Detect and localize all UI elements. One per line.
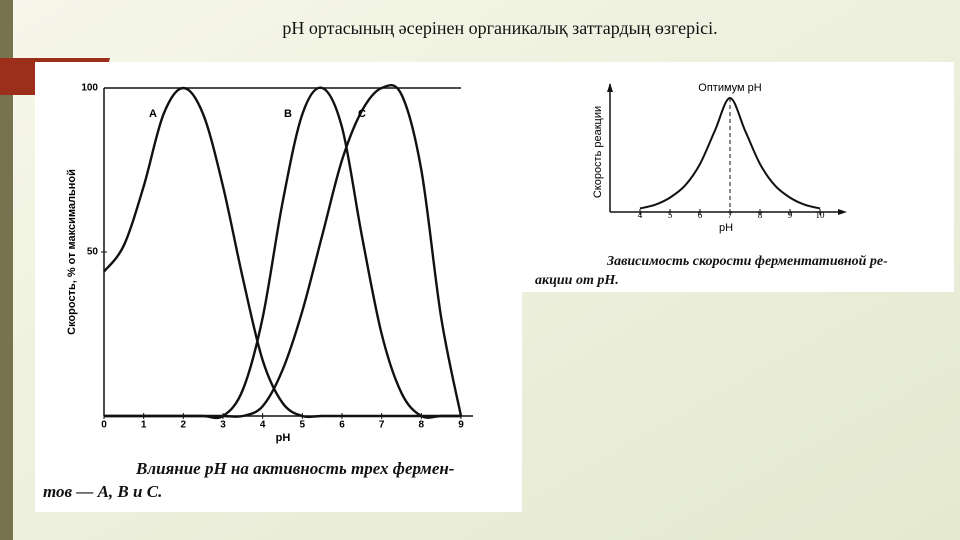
x-tick-label: 9 (458, 420, 464, 431)
annotation: Оптимум pH (698, 82, 761, 94)
x-tick-label: 8 (419, 420, 425, 431)
x-tick-label: 9 (788, 210, 793, 220)
x-tick-label: 5 (300, 420, 306, 431)
caption: тов — A, B и C. (43, 482, 162, 501)
y-axis-label: Скорость, % от максимальной (66, 169, 78, 335)
x-tick-label: 10 (816, 210, 826, 220)
x-tick-label: 5 (668, 210, 673, 220)
y-arrow (607, 83, 613, 92)
curve (103, 83, 463, 418)
side-strip (0, 0, 13, 540)
x-tick-label: 7 (379, 420, 385, 431)
x-tick-label: 0 (101, 420, 107, 431)
x-tick-label: 1 (141, 420, 147, 431)
x-axis-label: pH (276, 432, 291, 444)
x-tick-label: 8 (758, 210, 763, 220)
x-tick-label: 3 (220, 420, 226, 431)
caption: акции от pH. (535, 273, 619, 288)
x-tick-label: 7 (728, 210, 733, 220)
y-tick-label: 100 (81, 83, 98, 94)
x-tick-label: 4 (260, 420, 266, 431)
y-axis-label: Скорость реакции (592, 106, 604, 198)
x-arrow (838, 209, 847, 215)
x-tick-label: 2 (181, 420, 187, 431)
curve-label: B (284, 108, 292, 120)
caption: Зависимость скорости ферментативной ре- (606, 254, 888, 269)
x-tick-label: 4 (638, 210, 643, 220)
x-tick-label: 6 (339, 420, 345, 431)
curve-label: A (149, 108, 157, 120)
y-tick-label: 50 (87, 247, 99, 258)
plots: 0 1 2 3 4 5 6 7 8 9 50 100 pH Скорость, % от максимал… (43, 82, 888, 501)
caption: Влияние pH на активность трех фермен- (135, 459, 455, 478)
x-tick-label: 6 (698, 210, 703, 220)
slide-title: pH ортасының әсерінен органикалық заттар… (282, 18, 717, 38)
left-figure (35, 62, 522, 512)
x-axis-label: pH (719, 222, 733, 234)
curve-label: C (358, 108, 366, 120)
curve (103, 86, 461, 419)
right-figure (522, 62, 954, 292)
